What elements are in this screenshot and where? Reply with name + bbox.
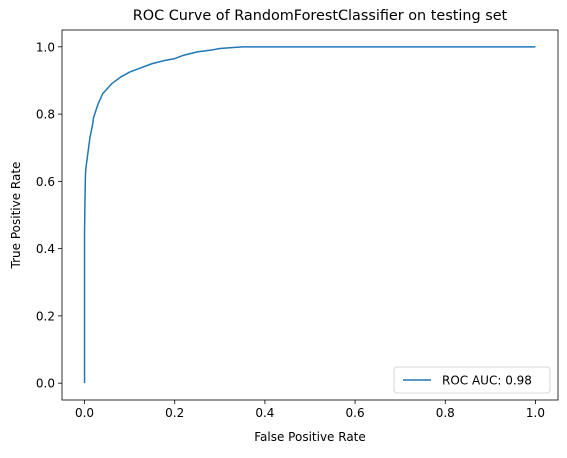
y-tick-label: 0.4 xyxy=(36,242,55,256)
y-tick-label: 0.0 xyxy=(36,377,55,391)
plot-frame xyxy=(61,29,559,401)
series-layer xyxy=(83,46,536,384)
legend-box xyxy=(393,366,551,394)
y-tick-label: 0.2 xyxy=(36,309,55,323)
x-tick-label: 0.4 xyxy=(255,406,274,420)
x-tick-label: 0.0 xyxy=(75,406,94,420)
y-tick-label: 0.6 xyxy=(36,175,55,189)
legend-label: ROC AUC: 0.98 xyxy=(442,374,532,388)
legend: ROC AUC: 0.98 xyxy=(393,366,551,394)
x-axis-ticks: 0.0 0.2 0.4 0.6 0.8 1.0 xyxy=(75,400,545,420)
roc-curve-line xyxy=(83,46,536,384)
y-tick-label: 1.0 xyxy=(36,40,55,54)
x-tick-label: 0.2 xyxy=(165,406,184,420)
x-tick-label: 0.8 xyxy=(436,406,455,420)
x-tick-label: 1.0 xyxy=(526,406,545,420)
y-tick-label: 0.8 xyxy=(36,108,55,122)
y-axis-label: True Positive Rate xyxy=(9,162,23,270)
y-axis-ticks: 0.0 0.2 0.4 0.6 0.8 1.0 xyxy=(36,40,62,391)
plot-area xyxy=(62,30,558,400)
x-axis-label: False Positive Rate xyxy=(254,430,366,444)
chart-title: ROC Curve of RandomForestClassifier on t… xyxy=(133,8,508,24)
x-tick-label: 0.6 xyxy=(346,406,365,420)
